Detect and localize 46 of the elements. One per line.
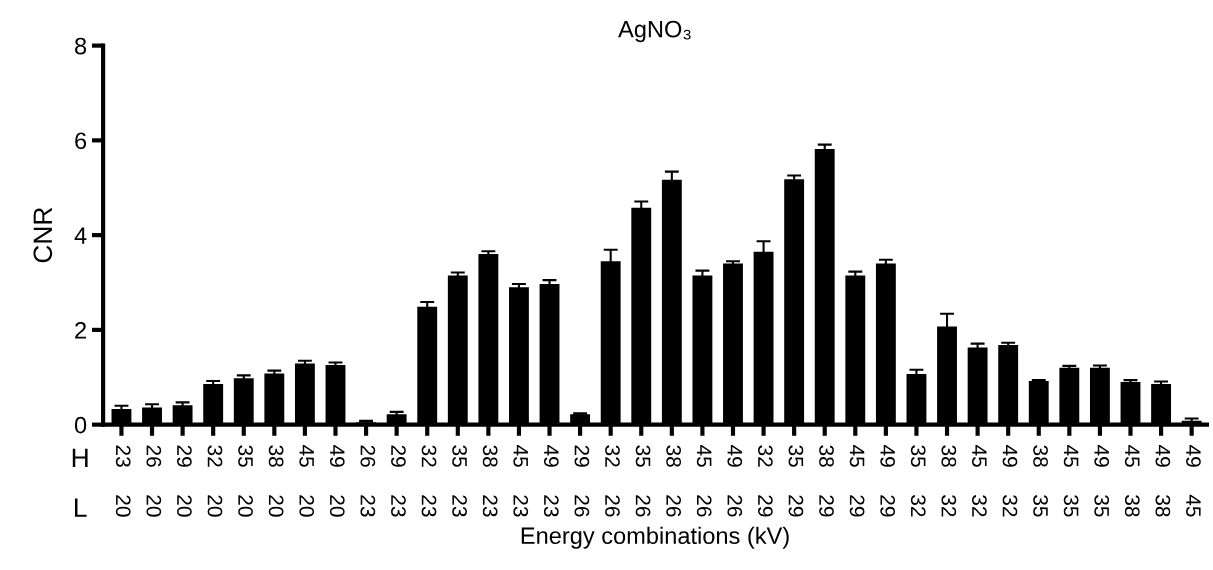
category-label: 29 26 [574,445,590,517]
category-label: 38 32 [941,445,957,517]
category-label: 29 23 [391,445,406,517]
text: H [72,448,88,468]
category-label: 35 29 [788,445,804,517]
category-label: 38 26 [666,445,681,517]
category-label: 45 20 [299,445,315,517]
category-label: 26 20 [146,445,162,517]
category-label: 35 32 [910,445,926,517]
category-label: 38 29 [819,445,834,517]
y-tick-label: 8 [75,37,87,55]
x-axis-title: Energy combinations (kV) [521,526,789,549]
y-tick-label: 4 [74,227,87,244]
chart-title: AgNO₃ [618,20,691,43]
category-label: 49 38 [1155,445,1171,517]
category-label: 49 23 [543,445,559,517]
category-label: 45 26 [696,445,712,517]
category-label: 26 23 [360,445,376,517]
category-label: 49 20 [329,445,345,517]
category-label: 49 45 [1186,445,1201,517]
category-label: 45 32 [972,445,987,517]
category-label: 35 20 [238,445,253,517]
category-label: 38 35 [1033,445,1048,517]
category-label: 38 20 [268,445,284,517]
category-label: 49 29 [880,445,896,517]
category-label: 23 20 [115,445,131,517]
category-label: 45 29 [849,445,865,517]
category-label: 49 26 [727,445,743,517]
category-label: 32 20 [207,445,223,517]
category-label: 32 26 [605,445,620,517]
y-tick-label: 0 [74,416,87,434]
category-label: 45 23 [513,445,529,517]
category-label: 29 20 [177,445,192,517]
y-tick-label: 6 [75,132,87,150]
category-label: 35 23 [452,445,467,517]
category-label: 45 38 [1124,445,1140,517]
category-label: 32 29 [757,445,773,517]
category-label: 32 23 [421,445,437,517]
category-label: 45 35 [1063,445,1079,517]
category-label: 49 35 [1094,445,1110,517]
category-label: 35 26 [635,445,651,517]
y-axis-title: CNR [33,207,53,263]
text: L [75,498,87,517]
category-label: 38 23 [482,445,498,517]
category-label: 49 32 [1002,445,1018,517]
y-tick-label: 2 [75,321,86,339]
